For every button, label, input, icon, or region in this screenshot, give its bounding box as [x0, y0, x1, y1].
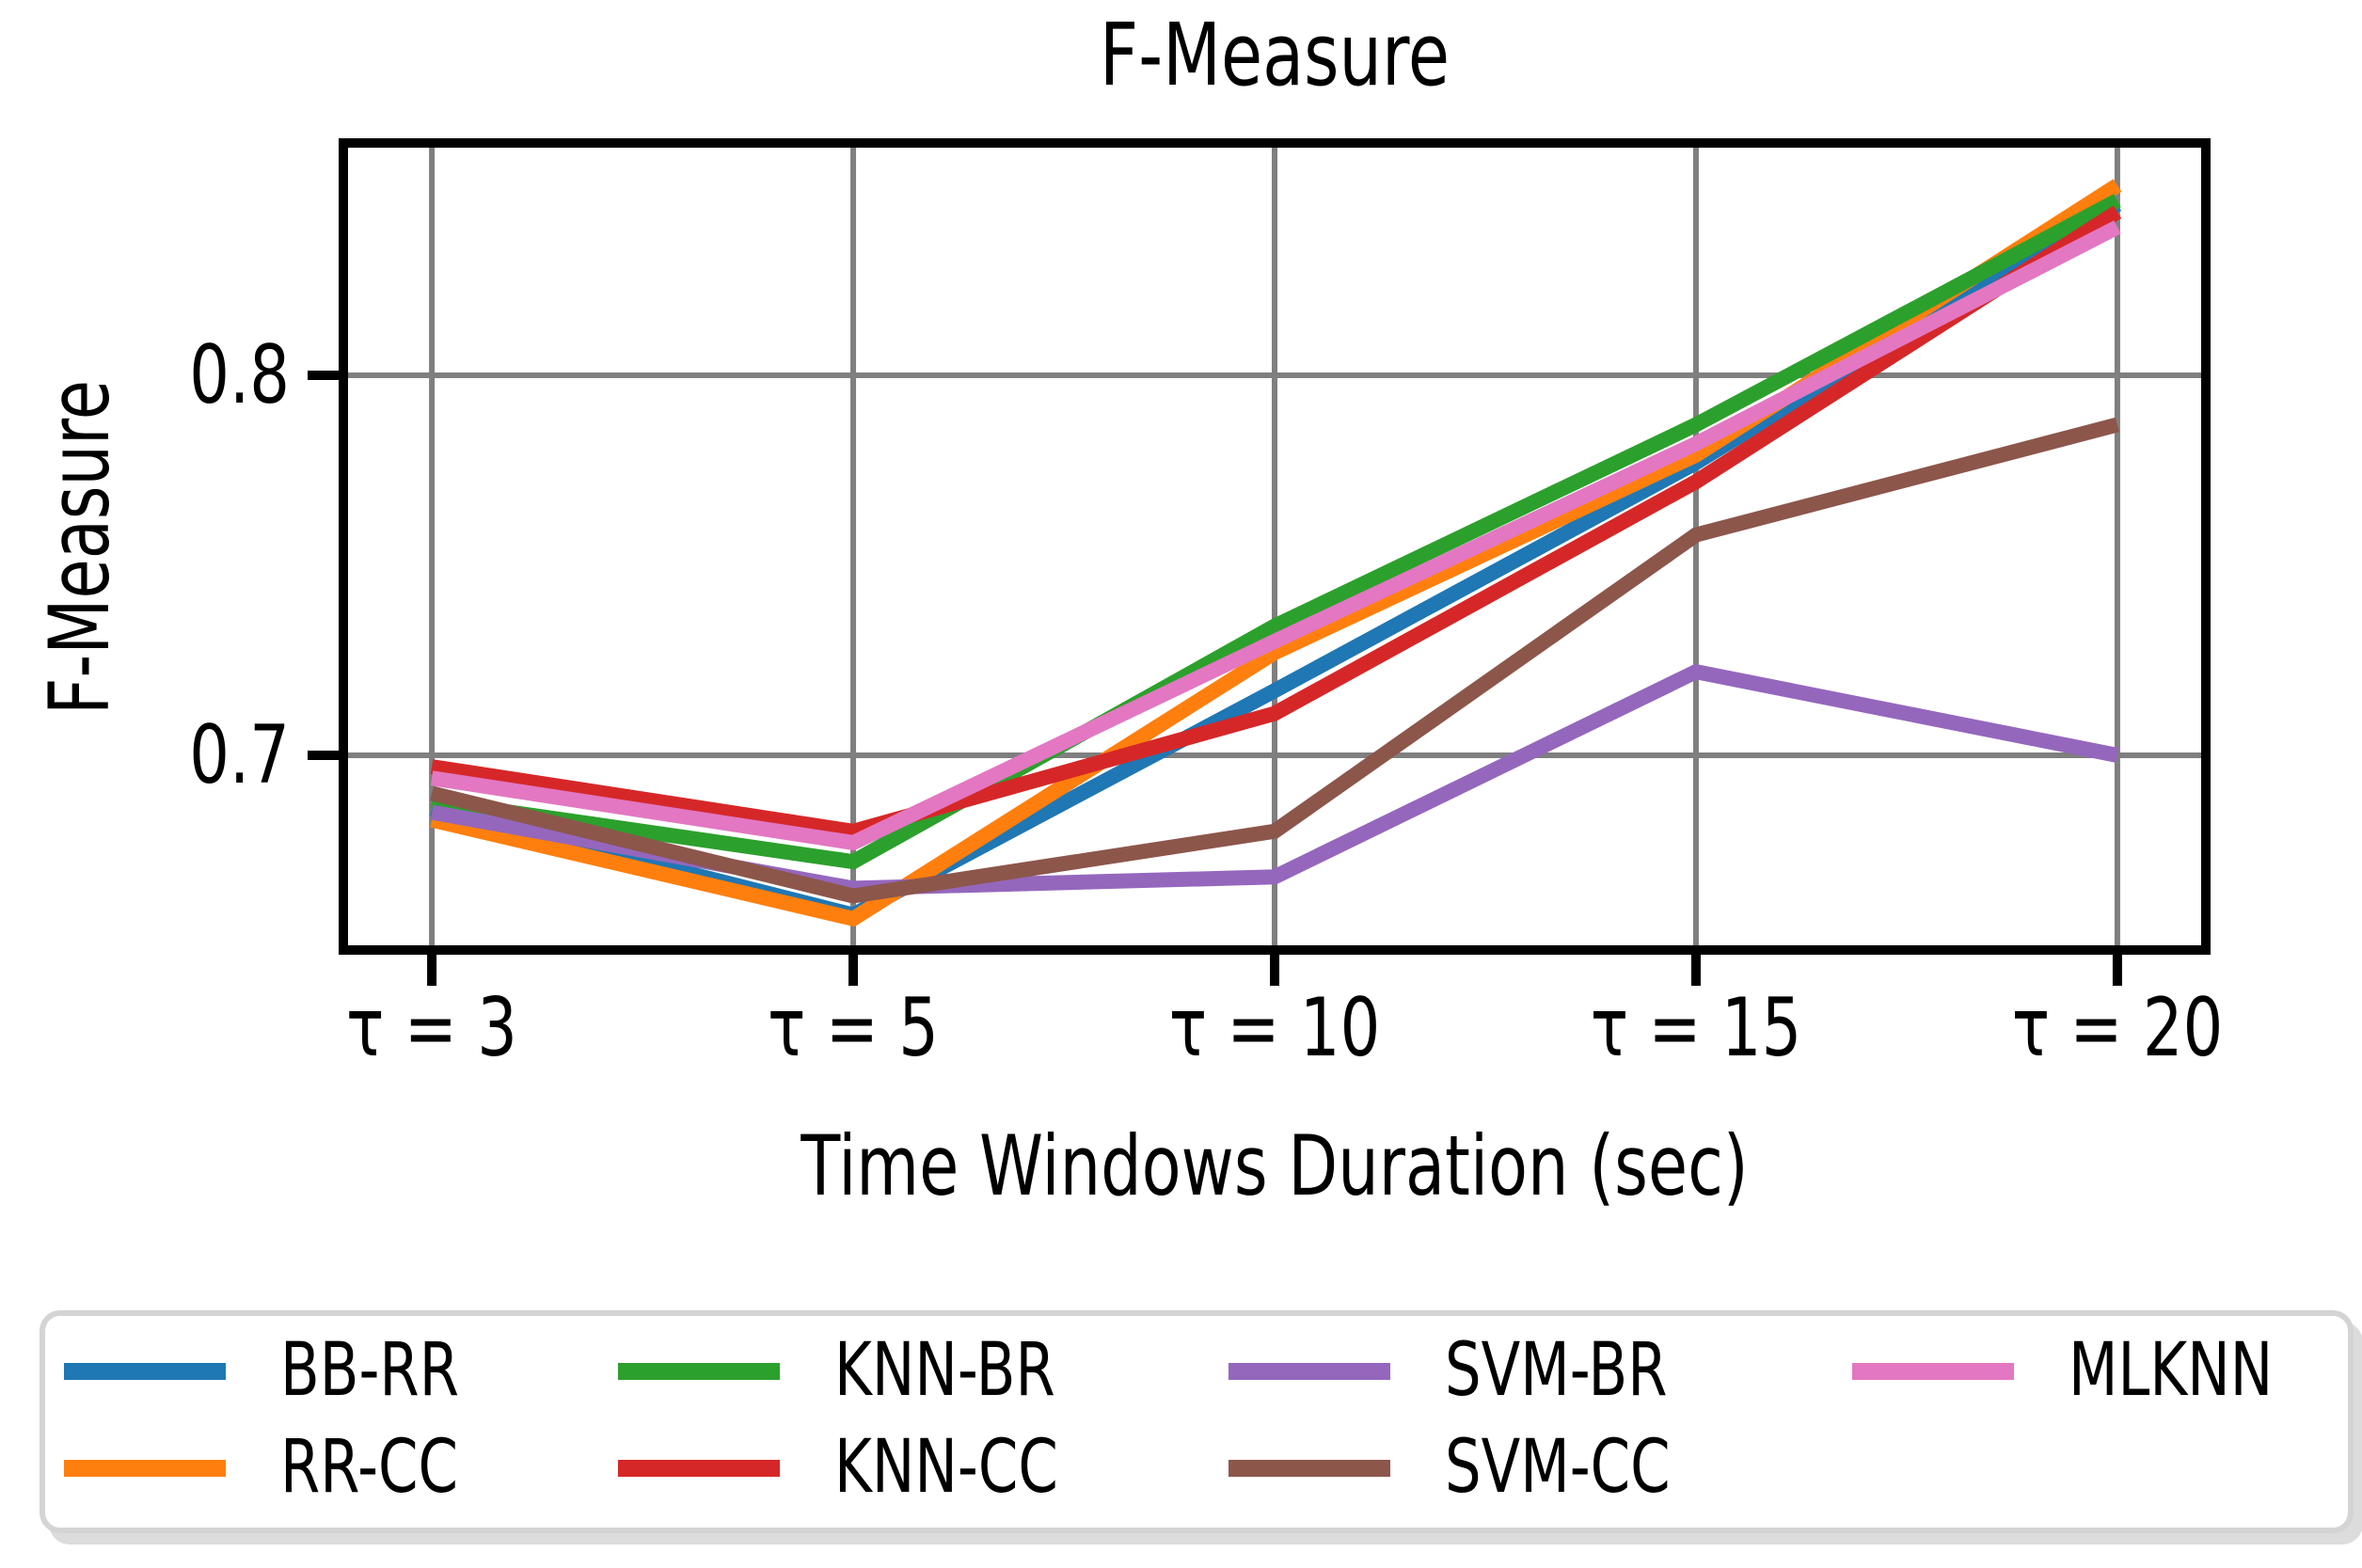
x-tick-label: τ = 10 — [1168, 981, 1381, 1075]
x-tick-label: τ = 5 — [768, 981, 939, 1075]
legend-swatch — [1229, 1363, 1390, 1380]
legend-label: SVM-CC — [1445, 1425, 1671, 1511]
legend-item-knn-cc: KNN-CC — [618, 1425, 1121, 1512]
legend-swatch — [1852, 1363, 2014, 1380]
data-line-knn-cc — [430, 205, 2122, 839]
legend-item-svm-br: SVM-BR — [1229, 1328, 1730, 1415]
legend-swatch — [64, 1460, 226, 1477]
chart-title: F-Measure — [1099, 5, 1450, 105]
legend-swatch — [1229, 1460, 1390, 1477]
legend: BB-RR RR-CC KNN-BR KNN-CC SVM-BR SVM-CC MLKNN — [40, 1310, 2354, 1533]
data-line-svm-cc — [430, 417, 2119, 904]
x-tick-label: τ = 20 — [2011, 981, 2224, 1075]
data-line-knn-br — [430, 194, 2121, 870]
x-axis-label: Time Windows Duration (sec) — [801, 1117, 1749, 1214]
legend-label: SVM-BR — [1445, 1328, 1668, 1414]
legend-item-bb-rr: BB-RR — [64, 1328, 510, 1415]
x-tick-label: τ = 15 — [1590, 981, 1802, 1075]
legend-swatch — [618, 1460, 780, 1477]
legend-item-svm-cc: SVM-CC — [1229, 1425, 1734, 1512]
legend-label: BB-RR — [280, 1328, 459, 1414]
legend-swatch — [618, 1363, 780, 1380]
legend-label: RR-CC — [280, 1425, 459, 1511]
legend-label: KNN-BR — [834, 1328, 1055, 1414]
plot-spines — [339, 138, 2211, 955]
y-tick-label: 0.7 — [189, 708, 290, 802]
data-line-mlknn — [430, 220, 2121, 851]
y-tick-label: 0.8 — [189, 328, 290, 422]
x-tick-label: τ = 3 — [346, 981, 518, 1075]
legend-item-rr-cc: RR-CC — [64, 1425, 508, 1512]
legend-item-mlknn: MLKNN — [1852, 1328, 2331, 1415]
legend-item-knn-br: KNN-BR — [618, 1328, 1118, 1415]
legend-label: MLKNN — [2069, 1328, 2274, 1414]
legend-swatch — [64, 1363, 226, 1380]
legend-label: KNN-CC — [834, 1425, 1058, 1511]
